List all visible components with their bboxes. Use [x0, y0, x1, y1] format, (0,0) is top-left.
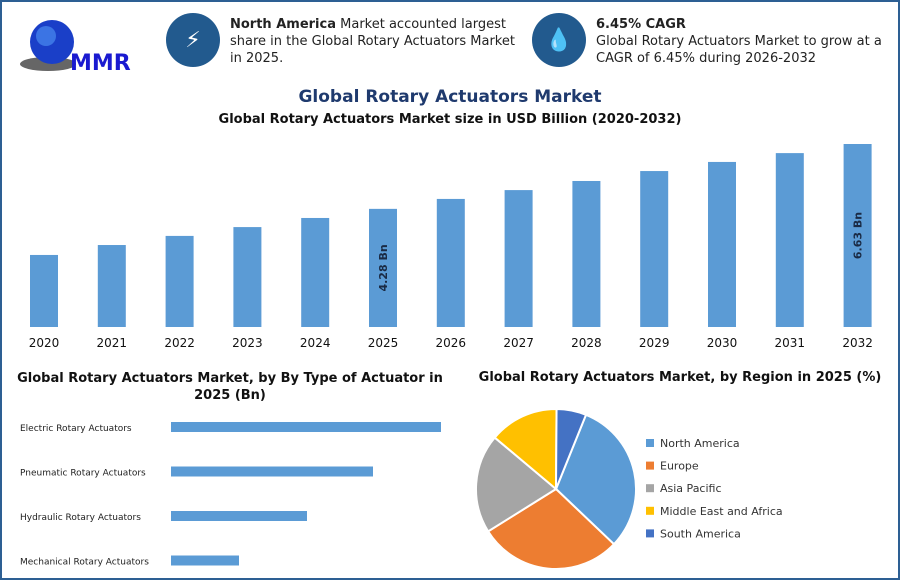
pie-slice-2: [475, 436, 558, 533]
data-label: 4.28 Bn: [377, 244, 390, 291]
legend-label: South America: [660, 527, 741, 540]
category-label: Hydraulic Rotary Actuators: [20, 513, 141, 523]
category-label: Electric Rotary Actuators: [20, 424, 132, 434]
hbar-0: [171, 422, 441, 432]
drop-icon: 💧: [532, 13, 586, 67]
pie-slice-1: [486, 487, 616, 570]
bar-2024: [301, 217, 330, 327]
bar-2030: [708, 161, 736, 327]
x-tick-label: 2023: [232, 336, 263, 350]
bar-2027: [504, 190, 533, 327]
pie-slice-3: [493, 408, 558, 492]
legend-label: Middle East and Africa: [660, 505, 783, 518]
category-label: Mechanical Rotary Actuators: [20, 558, 149, 568]
bar-chart-title: Global Rotary Actuators Market size in U…: [218, 112, 682, 127]
data-label: 6.63 Bn: [852, 212, 865, 259]
legend-swatch: [646, 461, 654, 470]
bar-2032: [843, 144, 872, 327]
x-tick-label: 2030: [707, 336, 738, 350]
bar-2031: [775, 153, 804, 327]
mmr-logo: MMR: [20, 20, 131, 76]
bar-2020: [30, 254, 58, 327]
bar-2021: [97, 245, 126, 327]
hbar-2: [171, 511, 307, 521]
bar-2023: [233, 227, 262, 327]
legend-swatch: [646, 439, 654, 447]
lightning-icon: ⚡: [166, 13, 220, 67]
x-tick-label: 2022: [164, 336, 195, 350]
legend-swatch: [646, 506, 654, 515]
legend-label: Europe: [660, 460, 699, 473]
x-tick-label: 2027: [503, 336, 534, 350]
legend-label: Asia Pacific: [660, 482, 722, 495]
bar-2022: [165, 235, 194, 327]
legend-swatch: [646, 529, 654, 538]
legend-swatch: [646, 484, 654, 493]
pie-slice-0: [554, 413, 637, 546]
x-tick-label: 2031: [775, 336, 806, 350]
pie-chart-title: Global Rotary Actuators Market, by Regio…: [478, 370, 882, 385]
x-tick-label: 2026: [436, 336, 467, 350]
pie-slice-4: [555, 407, 588, 490]
x-tick-label: 2029: [639, 336, 670, 350]
main-title: Global Rotary Actuators Market: [298, 87, 602, 107]
bar-2026: [436, 198, 465, 327]
type-chart-title: Global Rotary Actuators Market, by By Ty…: [17, 371, 443, 403]
region-pie-chart: North America Europe Asia Pacific Middle Ea…: [475, 407, 783, 570]
x-tick-label: 2020: [29, 336, 60, 350]
x-tick-label: 2024: [300, 336, 331, 350]
x-tick-label: 2025: [368, 336, 399, 350]
bar-2025: [369, 208, 397, 327]
market-size-bar-chart: 2020 2021 2022 2023 2024 2025 4.28 Bn 2026 2027 2…: [29, 144, 873, 350]
highlight-cagr: 6.45% CAGR Global Rotary Actuators Market…: [596, 17, 882, 66]
bar-2028: [572, 180, 601, 327]
highlight-region: North America Market accounted largest s…: [230, 17, 515, 66]
x-tick-label: 2032: [842, 336, 873, 350]
x-tick-label: 2021: [97, 336, 128, 350]
bar-2029: [640, 171, 669, 327]
category-label: Pneumatic Rotary Actuators: [20, 469, 146, 479]
x-tick-label: 2028: [571, 336, 602, 350]
hbar-1: [171, 466, 373, 477]
hbar-3: [171, 555, 239, 566]
svg-text:MMR: MMR: [70, 51, 131, 76]
legend-label: North America: [660, 437, 740, 450]
type-bar-chart: Electric Rotary Actuators Pneumatic Rotar…: [20, 422, 441, 568]
